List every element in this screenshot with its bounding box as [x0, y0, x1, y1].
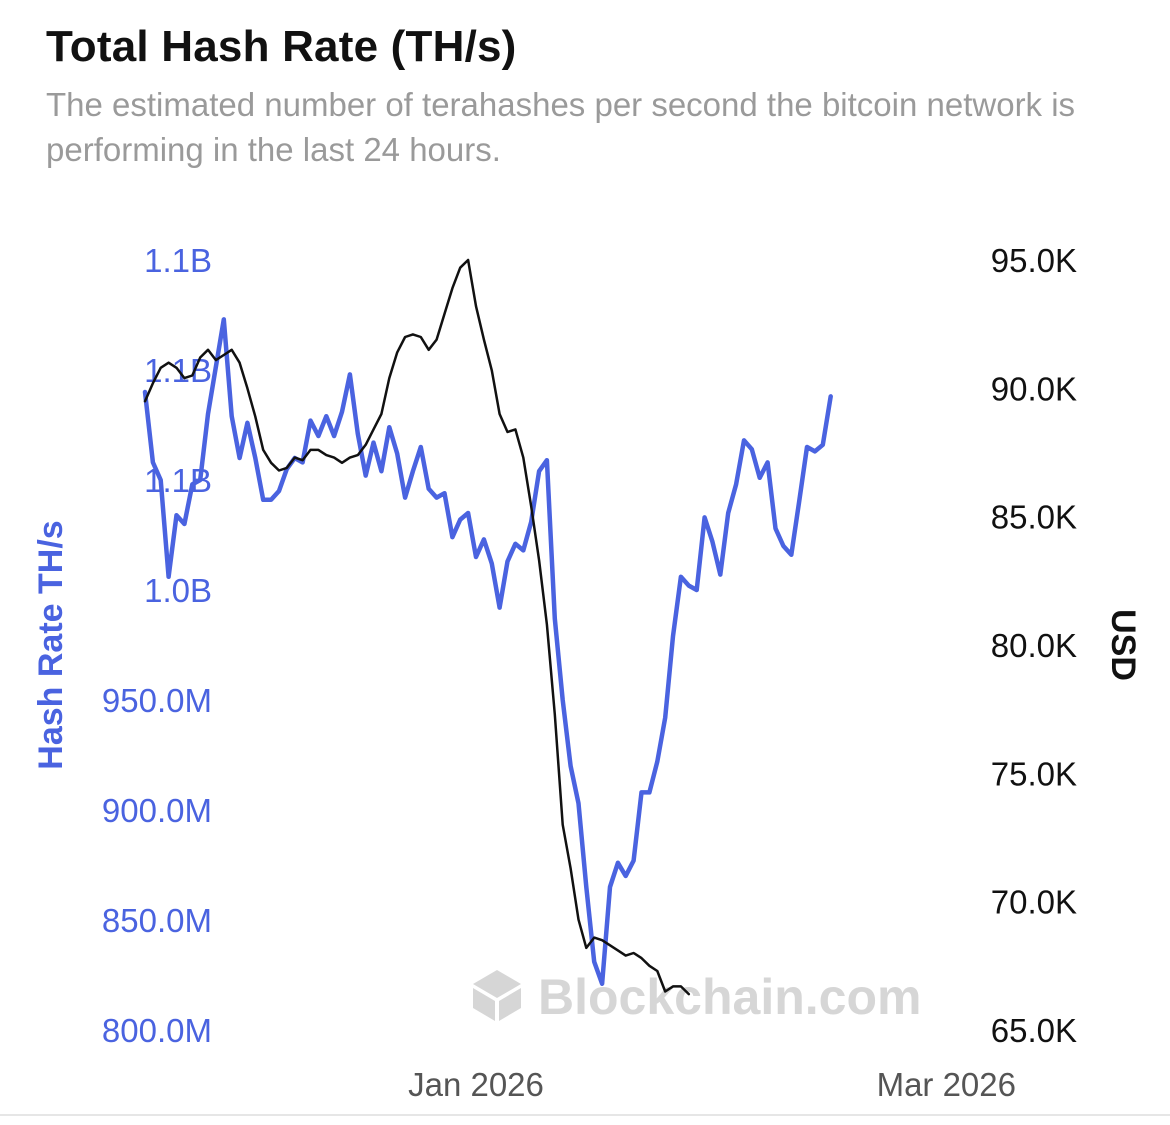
y-right-tick-label: 70.0K: [991, 884, 1077, 921]
hash-rate-line: [142, 317, 833, 987]
x-tick-label: Jan 2026: [408, 1066, 544, 1103]
y-left-tick-label: 1.1B: [144, 242, 212, 279]
y-right-tick-label: 80.0K: [991, 627, 1077, 664]
y-left-tick-label: 950.0M: [102, 682, 212, 719]
usd-price-line: [143, 258, 691, 996]
chart-subtitle: The estimated number of terahashes per s…: [46, 86, 1076, 168]
x-tick-label: Mar 2026: [877, 1066, 1016, 1103]
y-axis-right-ticks: 95.0K 90.0K 85.0K 80.0K 75.0K 70.0K 65.0K: [991, 242, 1077, 1049]
watermark-text: Blockchain.com: [538, 969, 921, 1025]
chart-title: Total Hash Rate (TH/s): [46, 22, 517, 71]
y-left-tick-label: 850.0M: [102, 902, 212, 939]
y-axis-left-title: Hash Rate TH/s: [32, 520, 70, 769]
y-right-tick-label: 95.0K: [991, 242, 1077, 279]
blockchain-cube-icon: [473, 970, 521, 1021]
y-axis-right-title: USD: [1104, 609, 1142, 681]
y-left-tick-label: 900.0M: [102, 792, 212, 829]
y-left-tick-label: 1.0B: [144, 572, 212, 609]
y-right-tick-label: 75.0K: [991, 755, 1077, 792]
y-left-tick-label: 800.0M: [102, 1012, 212, 1049]
y-right-tick-label: 85.0K: [991, 499, 1077, 536]
series-layer: [142, 258, 833, 996]
x-axis-ticks: Jan 2026 Mar 2026: [408, 1066, 1016, 1103]
y-right-tick-label: 65.0K: [991, 1012, 1077, 1049]
watermark: Blockchain.com: [473, 969, 921, 1025]
bottom-divider: [0, 1114, 1170, 1116]
y-right-tick-label: 90.0K: [991, 370, 1077, 407]
